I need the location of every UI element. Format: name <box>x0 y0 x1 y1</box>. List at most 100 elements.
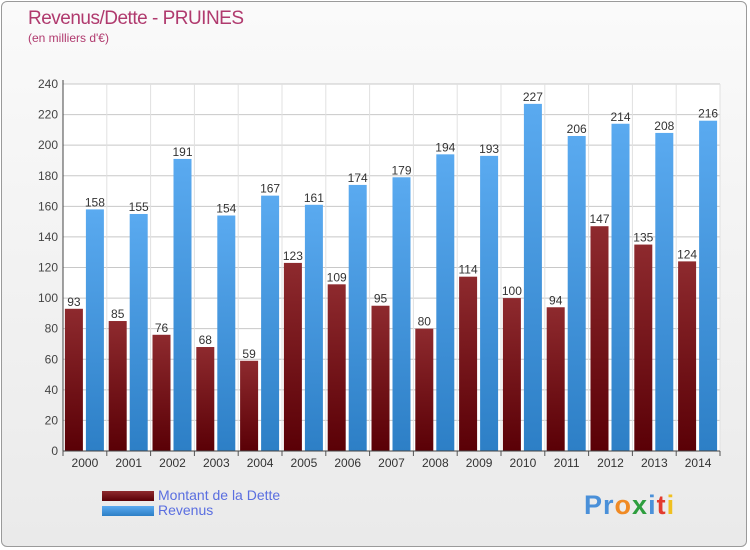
y-tick-label: 20 <box>45 413 59 427</box>
bar-revenue <box>85 209 104 451</box>
bar-revenue <box>217 215 236 451</box>
data-label-revenue: 216 <box>698 107 718 121</box>
x-tick-label: 2013 <box>641 456 668 470</box>
data-label-revenue: 179 <box>391 163 411 177</box>
logo-letter: i <box>666 490 676 520</box>
x-tick-label: 2014 <box>685 456 712 470</box>
bar-debt <box>283 262 302 451</box>
x-tick-label: 2010 <box>510 456 537 470</box>
data-label-revenue: 158 <box>85 195 105 209</box>
y-tick-label: 40 <box>45 383 59 397</box>
bar-revenue <box>523 103 542 452</box>
y-tick-label: 80 <box>45 322 59 336</box>
data-label-debt: 124 <box>677 247 697 261</box>
bar-revenue <box>261 195 280 451</box>
data-label-debt: 95 <box>374 292 388 306</box>
bar-debt <box>371 305 390 451</box>
bar-debt <box>415 328 434 451</box>
legend-label-revenue: Revenus <box>158 502 214 518</box>
data-label-debt: 68 <box>199 333 213 347</box>
y-tick-label: 100 <box>38 291 58 305</box>
x-tick-label: 2000 <box>72 456 99 470</box>
bar-debt <box>634 244 653 451</box>
x-tick-label: 2009 <box>466 456 493 470</box>
data-label-debt: 109 <box>327 270 347 284</box>
data-label-revenue: 174 <box>348 171 368 185</box>
x-tick-label: 2004 <box>247 456 274 470</box>
data-label-debt: 76 <box>155 321 169 335</box>
x-tick-label: 2006 <box>334 456 361 470</box>
data-label-revenue: 155 <box>129 200 149 214</box>
bar-debt <box>152 334 171 451</box>
y-tick-label: 140 <box>38 230 58 244</box>
x-tick-label: 2011 <box>554 456 580 470</box>
data-label-debt: 135 <box>633 231 653 245</box>
legend-label-debt: Montant de la Dette <box>158 487 281 503</box>
data-label-revenue: 214 <box>610 110 630 124</box>
y-tick-label: 240 <box>38 77 58 91</box>
y-tick-label: 200 <box>38 138 58 152</box>
bar-revenue <box>480 155 499 451</box>
data-label-revenue: 154 <box>216 202 236 216</box>
logo-letter: P <box>584 490 604 520</box>
logo-letter: r <box>603 490 615 520</box>
data-label-debt: 59 <box>242 347 256 361</box>
proxiti-logo: Proxiti <box>584 490 675 521</box>
logo-letter: i <box>648 490 657 520</box>
data-label-debt: 147 <box>589 212 609 226</box>
bar-revenue <box>699 120 718 451</box>
bar-debt <box>196 347 215 451</box>
y-tick-label: 0 <box>51 444 58 458</box>
bar-debt <box>590 226 609 451</box>
bar-debt <box>502 298 521 451</box>
logo-letter: o <box>614 490 633 520</box>
data-label-debt: 93 <box>67 295 81 309</box>
bar-revenue <box>611 123 630 451</box>
data-label-revenue: 161 <box>304 191 324 205</box>
y-tick-label: 160 <box>38 199 58 213</box>
data-label-debt: 123 <box>283 249 303 263</box>
data-label-debt: 85 <box>111 307 125 321</box>
bar-revenue <box>304 204 323 451</box>
chart-subtitle: (en milliers d'€) <box>28 31 109 45</box>
bar-debt <box>546 307 565 451</box>
x-tick-label: 2007 <box>378 456 405 470</box>
bar-revenue <box>567 135 586 451</box>
y-tick-label: 180 <box>38 169 58 183</box>
data-label-revenue: 167 <box>260 182 280 196</box>
legend-swatch-revenue <box>102 506 154 516</box>
bar-revenue <box>129 213 148 451</box>
bar-debt <box>459 276 478 451</box>
x-tick-label: 2002 <box>159 456 186 470</box>
bar-revenue <box>173 158 192 451</box>
logo-letter: x <box>632 490 649 520</box>
chart-title: Revenus/Dette - PRUINES <box>28 8 244 29</box>
data-label-revenue: 206 <box>567 122 587 136</box>
data-label-debt: 80 <box>418 315 432 329</box>
data-label-debt: 94 <box>549 293 563 307</box>
y-tick-label: 60 <box>45 352 59 366</box>
data-label-revenue: 227 <box>523 90 543 104</box>
bar-revenue <box>655 132 674 451</box>
bar-debt <box>240 360 259 451</box>
bar-revenue <box>348 184 367 452</box>
bar-debt <box>64 308 83 451</box>
bar-revenue <box>436 154 455 451</box>
x-tick-label: 2012 <box>597 456 624 470</box>
x-tick-label: 2003 <box>203 456 230 470</box>
legend-swatch-debt <box>102 491 154 501</box>
x-tick-label: 2001 <box>115 456 142 470</box>
data-label-revenue: 191 <box>172 145 192 159</box>
x-tick-label: 2008 <box>422 456 449 470</box>
bar-debt <box>108 321 127 451</box>
data-label-debt: 114 <box>459 263 478 277</box>
data-label-revenue: 193 <box>479 142 499 156</box>
x-tick-label: 2005 <box>291 456 318 470</box>
bar-debt <box>327 284 346 451</box>
bar-debt <box>678 261 697 451</box>
y-tick-label: 120 <box>38 261 58 275</box>
data-label-debt: 100 <box>502 284 522 298</box>
data-label-revenue: 208 <box>654 119 674 133</box>
